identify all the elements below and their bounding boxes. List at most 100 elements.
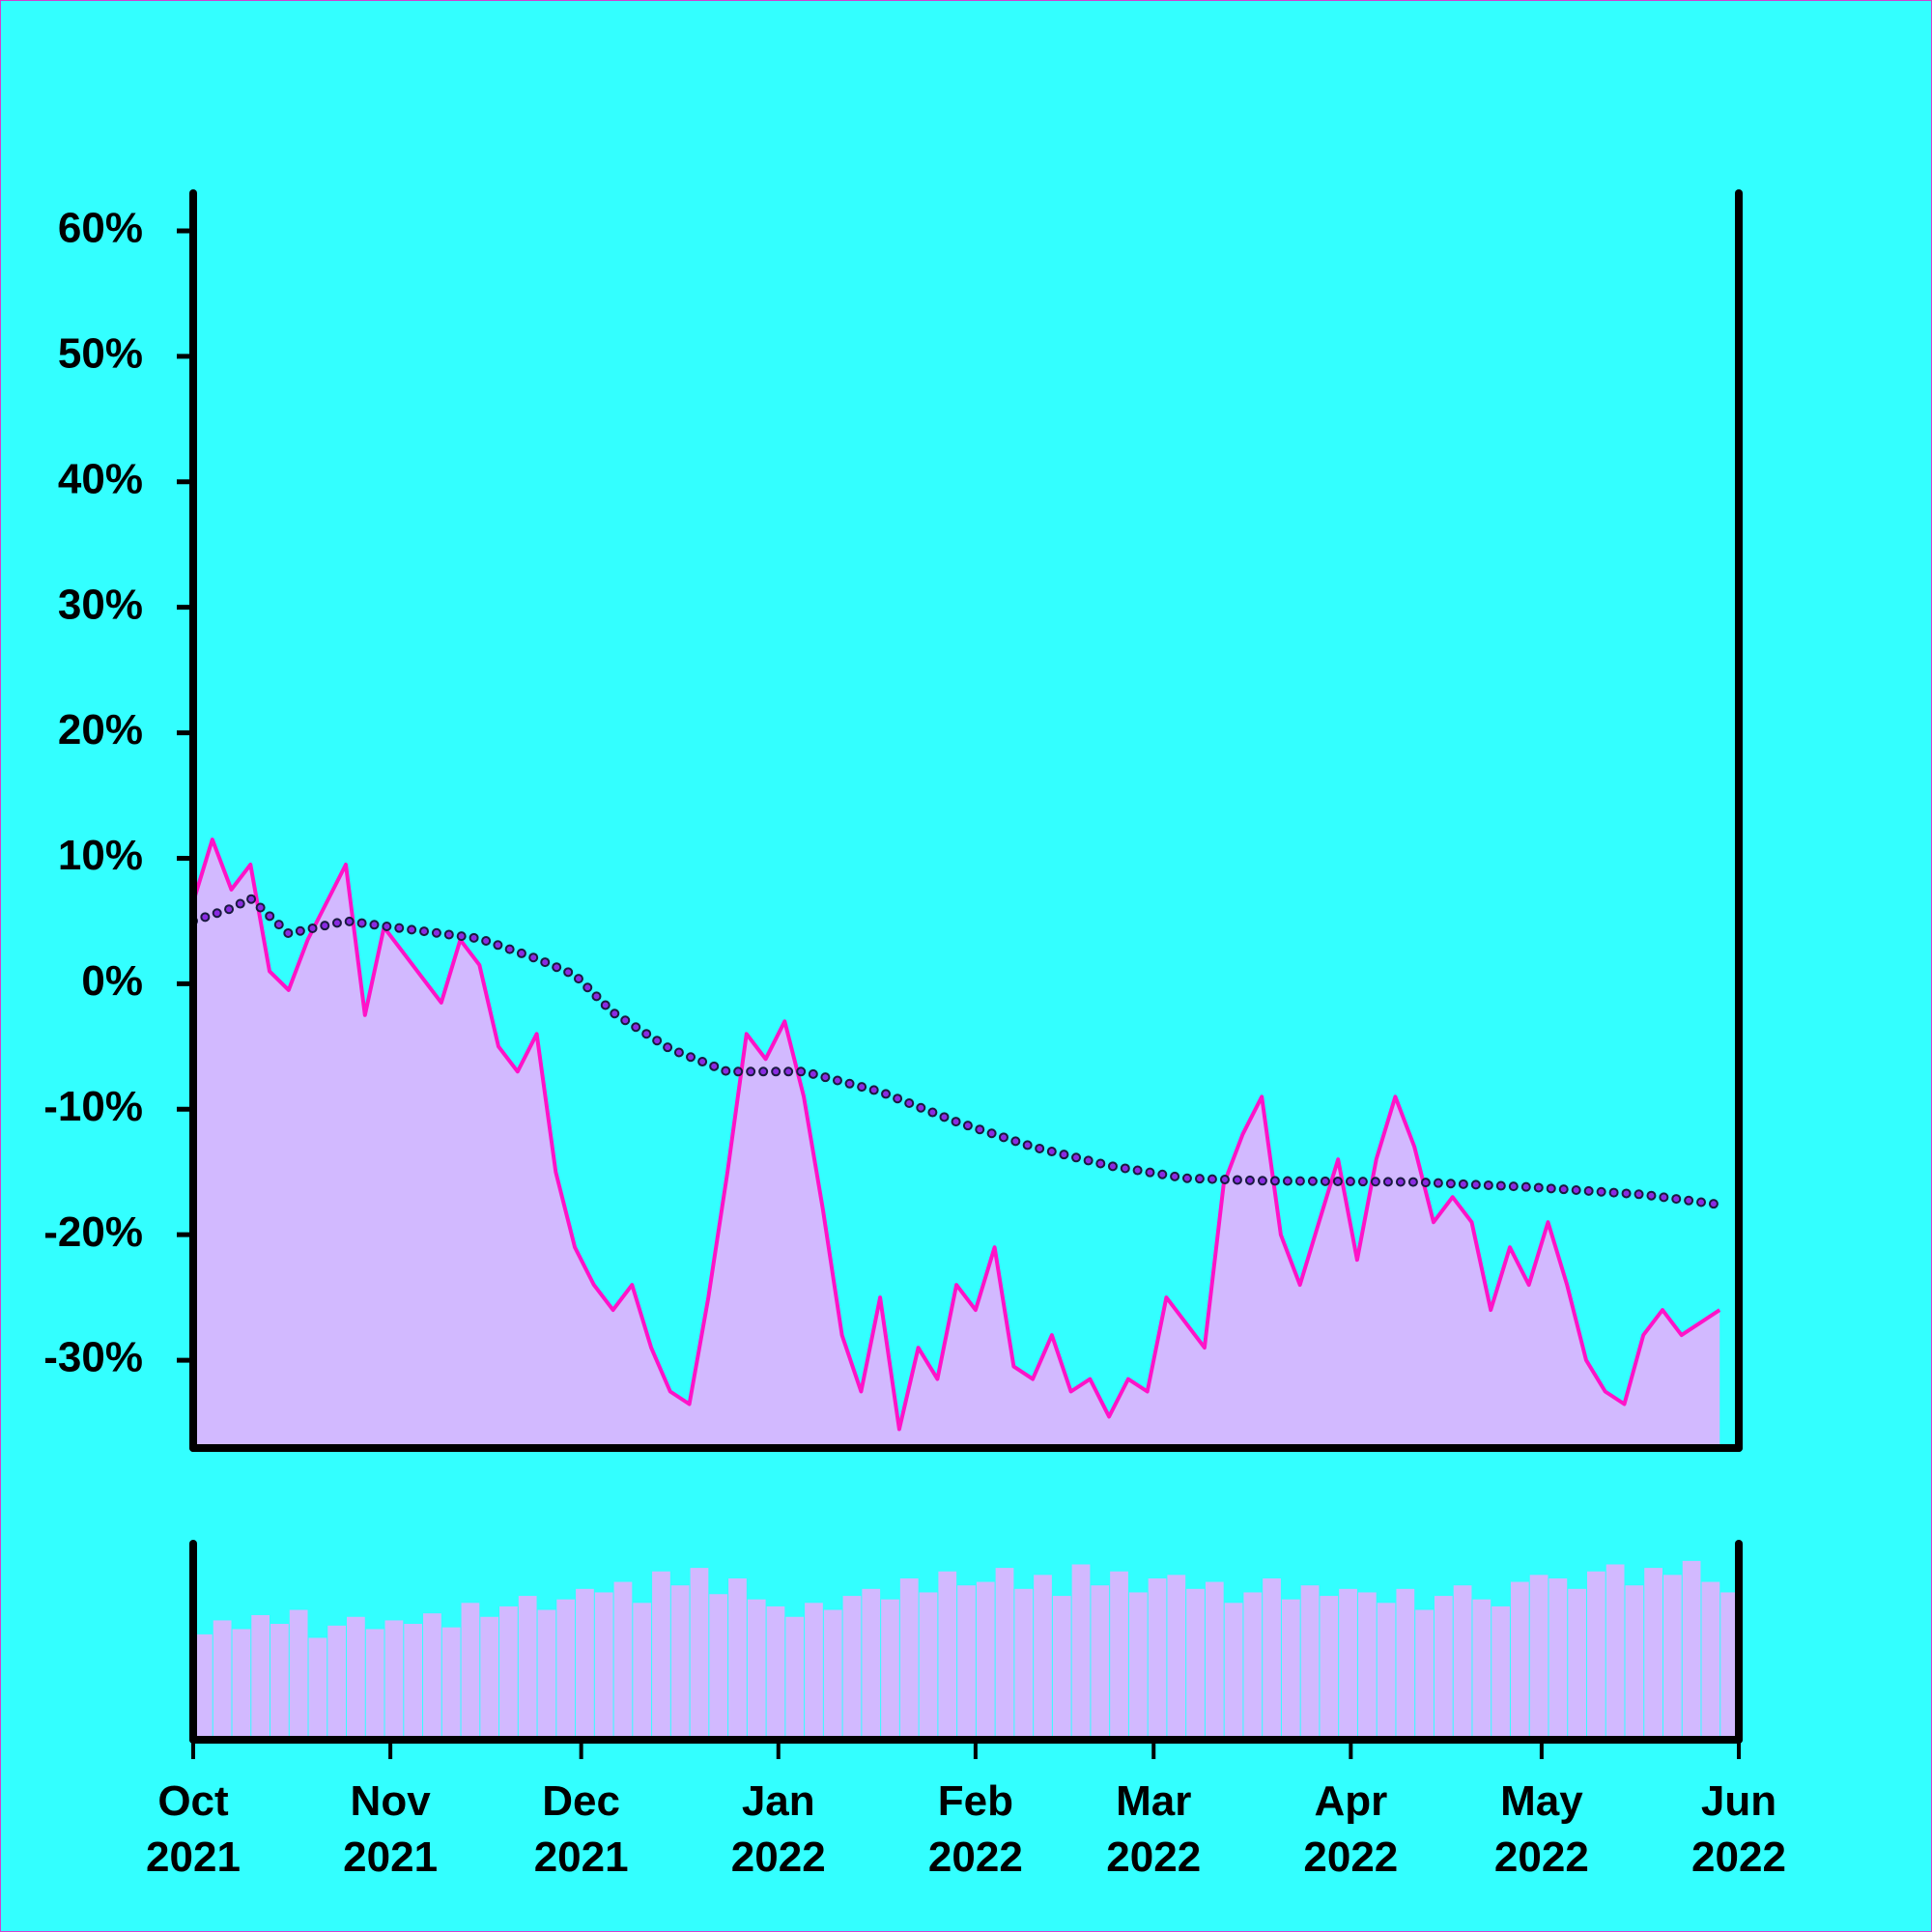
volume-bar: [1568, 1588, 1586, 1740]
volume-bar: [1605, 1564, 1625, 1740]
volume-bar: [441, 1627, 461, 1740]
volume-bar: [1205, 1581, 1224, 1740]
volume-bar: [480, 1616, 499, 1740]
volume-bar: [1415, 1609, 1434, 1740]
volume-bar: [766, 1605, 785, 1740]
volume-bar: [461, 1603, 480, 1740]
volume-bar: [1701, 1581, 1720, 1740]
x-tick-label: Dec 2021: [533, 1777, 629, 1881]
volume-panel: [194, 1560, 1739, 1740]
volume-bar: [805, 1603, 823, 1740]
volume-bar: [289, 1609, 308, 1740]
volume-bar: [537, 1609, 556, 1740]
volume-bar: [1644, 1568, 1662, 1740]
volume-bar: [556, 1599, 576, 1740]
volume-bar: [938, 1571, 957, 1740]
line: [193, 838, 1721, 1432]
volume-bar: [1091, 1585, 1110, 1740]
volume-bar: [976, 1581, 995, 1740]
volume-bar: [1243, 1592, 1263, 1740]
y-tick-label: 30%: [58, 581, 143, 628]
volume-bar: [1167, 1575, 1186, 1740]
volume-bar: [594, 1592, 613, 1740]
volume-bar: [1453, 1585, 1472, 1740]
y-tick-label: -10%: [43, 1083, 143, 1130]
y-tick-label: 40%: [58, 455, 143, 502]
volume-bar: [251, 1614, 270, 1740]
volume-bar: [1434, 1596, 1453, 1740]
volume-bar: [1224, 1603, 1243, 1740]
volume-bar: [670, 1585, 690, 1740]
volume-bar: [1186, 1588, 1205, 1740]
volume-bar: [1396, 1588, 1415, 1740]
volume-bar: [728, 1577, 747, 1740]
area: [193, 839, 1720, 1448]
volume-bar: [1014, 1588, 1034, 1740]
volume-bar: [365, 1629, 384, 1740]
volume-bar: [1625, 1585, 1644, 1740]
volume-bar: [957, 1585, 976, 1740]
volume-bar: [270, 1624, 289, 1740]
volume-bar: [404, 1624, 423, 1740]
volume-bar: [1148, 1577, 1167, 1740]
volume-bar: [690, 1568, 709, 1740]
y-tick-label: 50%: [58, 329, 143, 377]
volume-bar: [1128, 1592, 1148, 1740]
volume-bar: [995, 1568, 1014, 1740]
y-tick-label: -20%: [43, 1208, 143, 1256]
volume-bar: [1071, 1564, 1091, 1740]
volume-bar: [1357, 1592, 1377, 1740]
volume-bar: [633, 1603, 652, 1740]
volume-bar: [709, 1594, 728, 1740]
volume-bar: [785, 1616, 805, 1740]
volume-bar: [899, 1577, 919, 1740]
x-tick-label: Nov 2021: [343, 1777, 439, 1881]
x-tick-label: Feb 2022: [927, 1777, 1023, 1881]
volume-bar: [1281, 1599, 1300, 1740]
volume-bar: [1377, 1603, 1396, 1740]
volume-bar: [1548, 1577, 1568, 1740]
volume-bar: [1662, 1575, 1682, 1740]
y-tick-label: 10%: [58, 832, 143, 879]
x-tick-label: Mar 2022: [1106, 1777, 1202, 1881]
volume-bar: [1682, 1560, 1701, 1740]
volume-bar: [423, 1613, 441, 1740]
axes: -30% -20% -10% 0% 10% 20% 30% 40% 50% 60%: [43, 189, 1743, 1759]
trend-line: [193, 895, 1723, 1208]
volume-bar: [327, 1625, 347, 1740]
volume-bar: [1529, 1575, 1548, 1740]
volume-bar: [232, 1629, 251, 1740]
volume-bar: [1339, 1588, 1357, 1740]
volume-bar: [919, 1592, 938, 1740]
volume-bar: [499, 1605, 518, 1740]
volume-bar: [308, 1637, 327, 1740]
volume-bar: [194, 1634, 213, 1740]
volume-bar: [1510, 1581, 1529, 1740]
volume-bar: [1034, 1575, 1052, 1740]
volume-bar: [518, 1596, 537, 1740]
y-tick-label: 60%: [58, 205, 143, 252]
x-tick-label: Jun 2022: [1691, 1777, 1786, 1881]
volume-bar: [652, 1571, 670, 1740]
volume-bar: [1492, 1605, 1510, 1740]
volume-bar: [1263, 1577, 1281, 1740]
volume-bar: [862, 1588, 881, 1740]
y-tick-label: -30%: [43, 1334, 143, 1381]
volume-bar: [842, 1596, 862, 1740]
volume-bar: [747, 1599, 766, 1740]
volume-bar: [1586, 1571, 1605, 1740]
volume-bar: [384, 1620, 404, 1740]
volume-bar: [823, 1609, 842, 1740]
volume-bar: [1472, 1599, 1492, 1740]
volume-bar: [213, 1620, 232, 1740]
x-tick-label: May 2022: [1493, 1777, 1589, 1881]
volume-bar: [881, 1599, 899, 1740]
volume-bar: [576, 1588, 594, 1740]
volume-bar: [1110, 1571, 1128, 1740]
volume-bar: [1300, 1585, 1320, 1740]
y-tick-label: 20%: [58, 706, 143, 753]
volume-bar: [1320, 1596, 1339, 1740]
y-tick-label: 0%: [81, 957, 143, 1005]
